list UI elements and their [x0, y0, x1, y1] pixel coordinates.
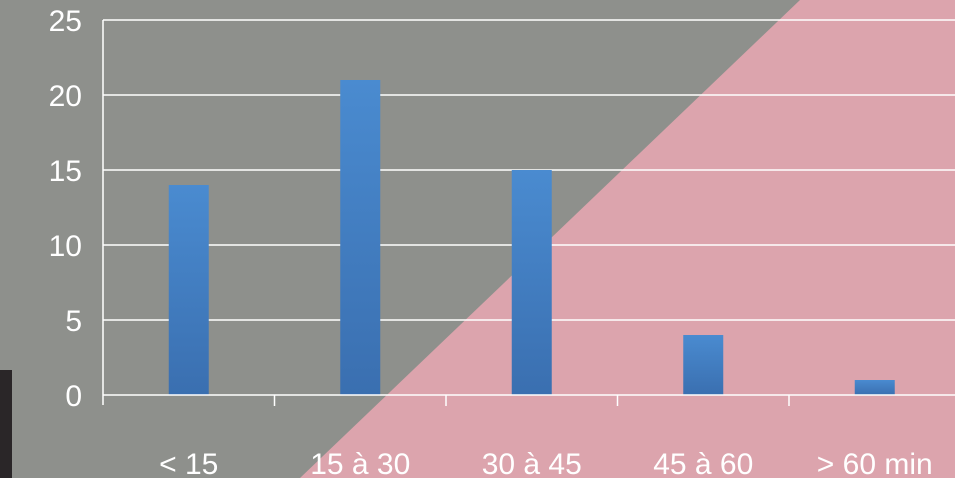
- x-axis: [102, 20, 955, 406]
- x-tick-label: 30 à 45: [482, 448, 582, 478]
- bar: [683, 335, 724, 395]
- y-tick-label: 5: [65, 305, 82, 338]
- bars: [168, 80, 895, 395]
- x-tick-label: 45 à 60: [653, 448, 753, 478]
- bar: [168, 185, 209, 395]
- pink-fabric-area: [300, 0, 955, 478]
- y-tick-label: 10: [49, 230, 82, 263]
- y-tick-labels: 0 5 10 15 20 25: [49, 5, 82, 413]
- y-tick-label: 25: [49, 5, 82, 38]
- bar: [340, 80, 381, 395]
- x-tick-label: < 15: [159, 448, 218, 478]
- x-tick-labels: < 15 15 à 30 30 à 45 45 à 60 > 60 min: [159, 448, 933, 478]
- bar: [854, 380, 895, 395]
- x-tick-label: 15 à 30: [310, 448, 410, 478]
- bar: [511, 170, 552, 395]
- y-tick-label: 20: [49, 80, 82, 113]
- x-tick-label: > 60 min: [817, 448, 933, 478]
- y-tick-label: 0: [65, 380, 82, 413]
- dark-edge: [0, 370, 12, 478]
- y-tick-label: 15: [49, 155, 82, 188]
